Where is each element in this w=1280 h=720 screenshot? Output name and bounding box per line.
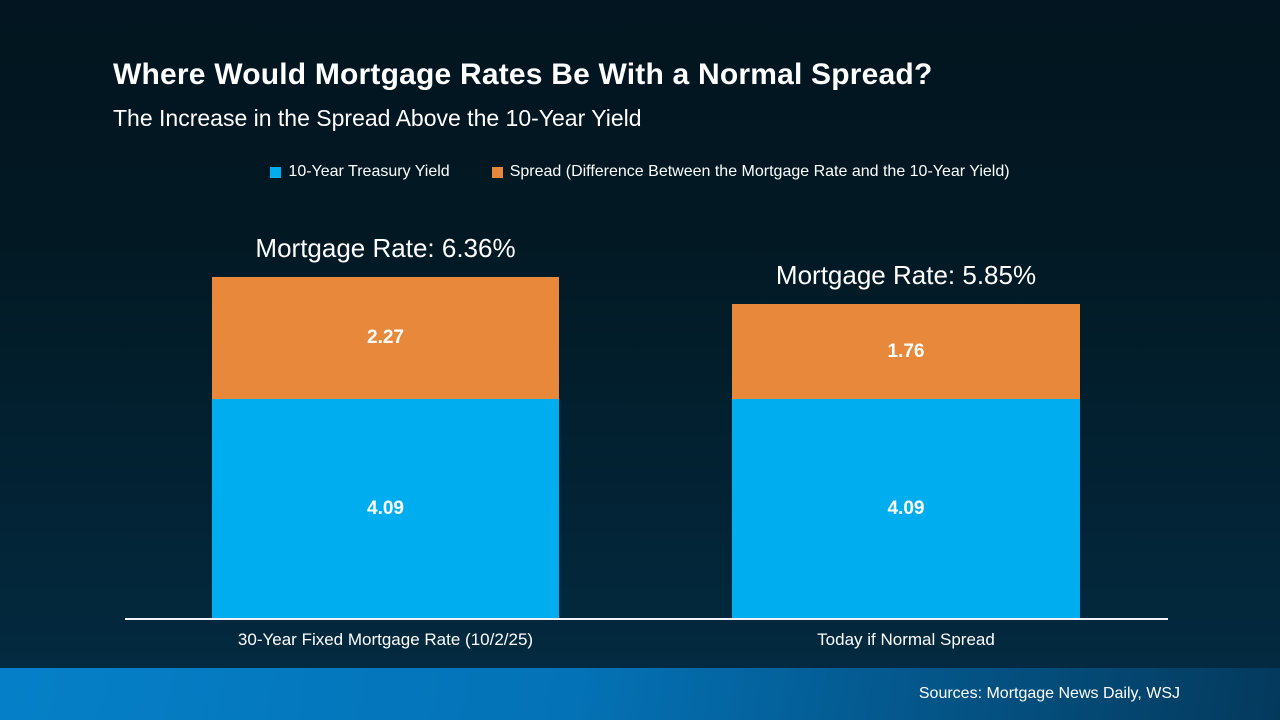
page-subtitle: The Increase in the Spread Above the 10-… — [113, 105, 642, 131]
bar-value-label: 1.76 — [887, 340, 925, 362]
stacked-bar-current: 2.27 4.09 — [212, 276, 559, 619]
category-label-normal-spread: Today if Normal Spread — [817, 630, 995, 649]
bar-value-label: 4.09 — [887, 498, 925, 519]
total-label-current-rate: Mortgage Rate: 6.36% — [255, 233, 516, 263]
bar-segment-spread: 2.27 — [212, 276, 559, 399]
legend-label: Spread (Difference Between the Mortgage … — [509, 163, 1010, 180]
x-axis-line — [125, 618, 1168, 620]
legend-item-spread: Spread (Difference Between the Mortgage … — [491, 163, 1010, 181]
stacked-bar-normal-spread: 1.76 4.09 — [732, 304, 1080, 619]
bar-value-label: 2.27 — [367, 326, 404, 348]
legend-swatch-blue-icon — [270, 166, 282, 178]
bar-segment-treasury: 4.09 — [732, 399, 1080, 619]
footer-bar: Sources: Mortgage News Daily, WSJ — [0, 668, 1280, 720]
page-title: Where Would Mortgage Rates Be With a Nor… — [113, 58, 933, 91]
total-label-normal-spread-rate: Mortgage Rate: 5.85% — [775, 260, 1037, 290]
legend-swatch-orange-icon — [491, 166, 503, 178]
legend-item-treasury-yield: 10-Year Treasury Yield — [270, 163, 450, 181]
legend-label: 10-Year Treasury Yield — [288, 163, 450, 180]
category-label-current: 30-Year Fixed Mortgage Rate (10/2/25) — [237, 630, 534, 649]
sources-text: Sources: Mortgage News Daily, WSJ — [918, 685, 1180, 702]
chart-legend: 10-Year Treasury Yield Spread (Differenc… — [0, 163, 1280, 181]
bar-segment-spread: 1.76 — [732, 304, 1080, 399]
bar-segment-treasury: 4.09 — [212, 399, 559, 619]
bar-value-label: 4.09 — [367, 498, 404, 519]
